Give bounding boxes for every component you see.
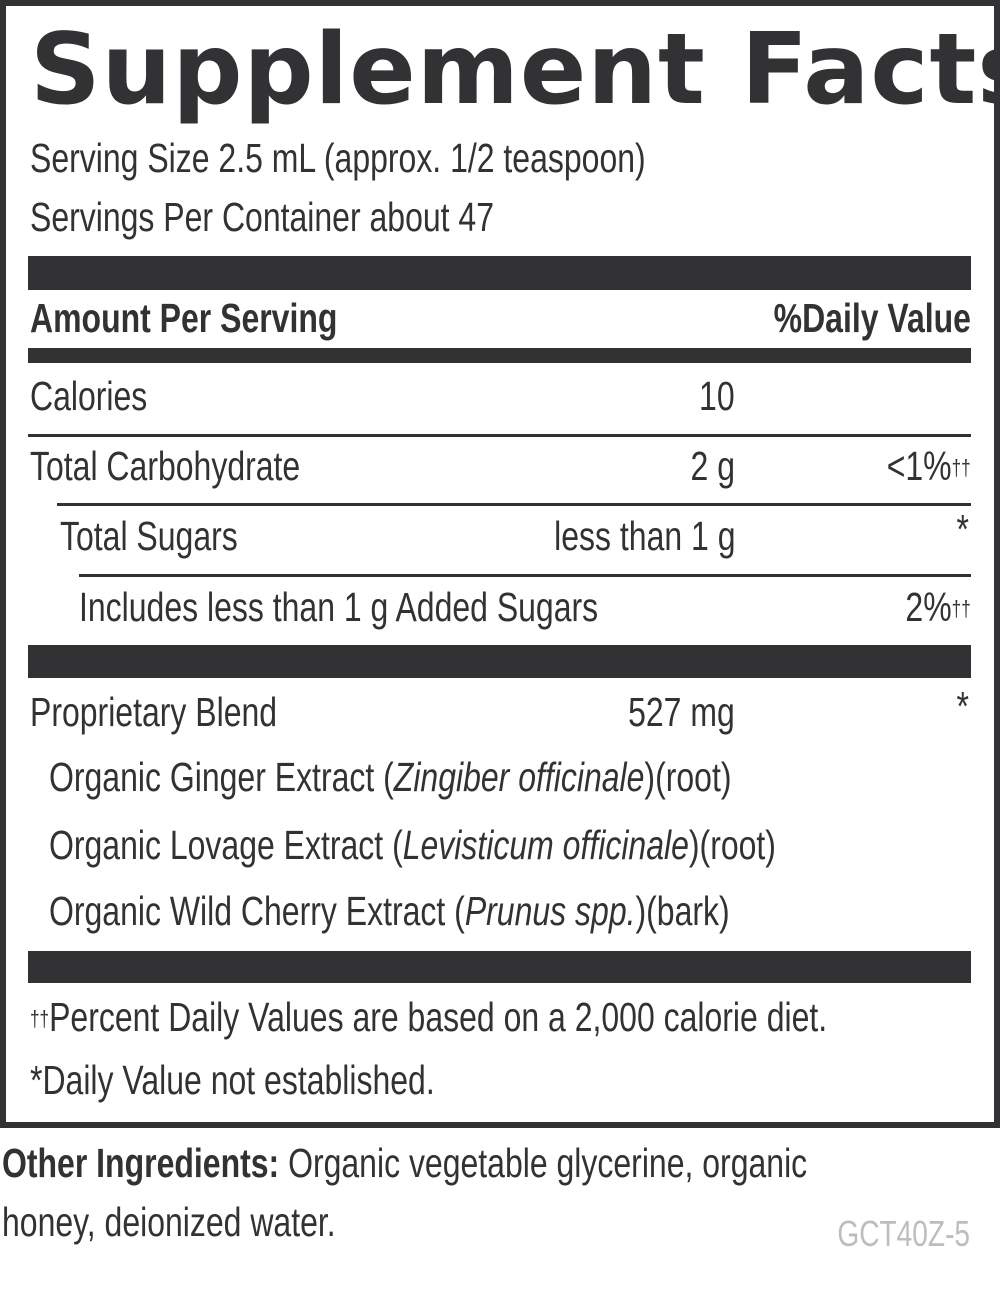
serving-size: Serving Size 2.5 mL (approx. 1/2 teaspoo…: [30, 135, 646, 181]
ingredient-ginger: Organic Ginger Extract (Zingiber officin…: [49, 754, 732, 800]
daily-value-header: %Daily Value: [773, 295, 971, 341]
total-sugars-dv: *: [956, 506, 969, 552]
total-sugars-label: Total Sugars: [60, 513, 238, 559]
added-sugars-dv: 2%††: [905, 584, 971, 630]
proprietary-blend-label: Proprietary Blend: [30, 689, 278, 735]
servings-per-container: Servings Per Container about 47: [30, 194, 495, 240]
ingredient-wild-cherry: Organic Wild Cherry Extract (Prunus spp.…: [49, 888, 730, 934]
total-carbohydrate-amount: 2 g: [690, 443, 735, 489]
row-divider: [57, 503, 971, 506]
proprietary-blend-amount: 527 mg: [628, 689, 735, 735]
calories-amount: 10: [699, 373, 735, 419]
thick-divider: [28, 645, 971, 678]
panel-title: Supplement Facts: [30, 13, 1000, 127]
total-carbohydrate-dv: <1%††: [887, 443, 971, 489]
medium-divider: [28, 348, 971, 363]
supplement-facts-panel: [0, 0, 1000, 1128]
row-divider: [79, 574, 971, 577]
row-divider: [28, 434, 971, 437]
product-code: GCT40Z-5: [837, 1213, 970, 1254]
footnote-not-established: *Daily Value not established.: [30, 1057, 435, 1103]
amount-per-serving-header: Amount Per Serving: [30, 295, 338, 341]
calories-label: Calories: [30, 373, 148, 419]
total-carbohydrate-label: Total Carbohydrate: [30, 443, 301, 489]
total-sugars-amount: less than 1 g: [553, 513, 735, 559]
ingredient-lovage: Organic Lovage Extract (Levisticum offic…: [49, 822, 776, 868]
other-ingredients-continued: honey, deionized water.: [2, 1199, 336, 1245]
thick-divider: [28, 951, 971, 983]
other-ingredients: Other Ingredients: Organic vegetable gly…: [2, 1140, 808, 1186]
thick-divider: [28, 256, 971, 290]
footnote-daily-values: ††Percent Daily Values are based on a 2,…: [30, 994, 828, 1040]
proprietary-blend-dv: *: [956, 683, 969, 729]
added-sugars-label: Includes less than 1 g Added Sugars: [79, 584, 599, 630]
